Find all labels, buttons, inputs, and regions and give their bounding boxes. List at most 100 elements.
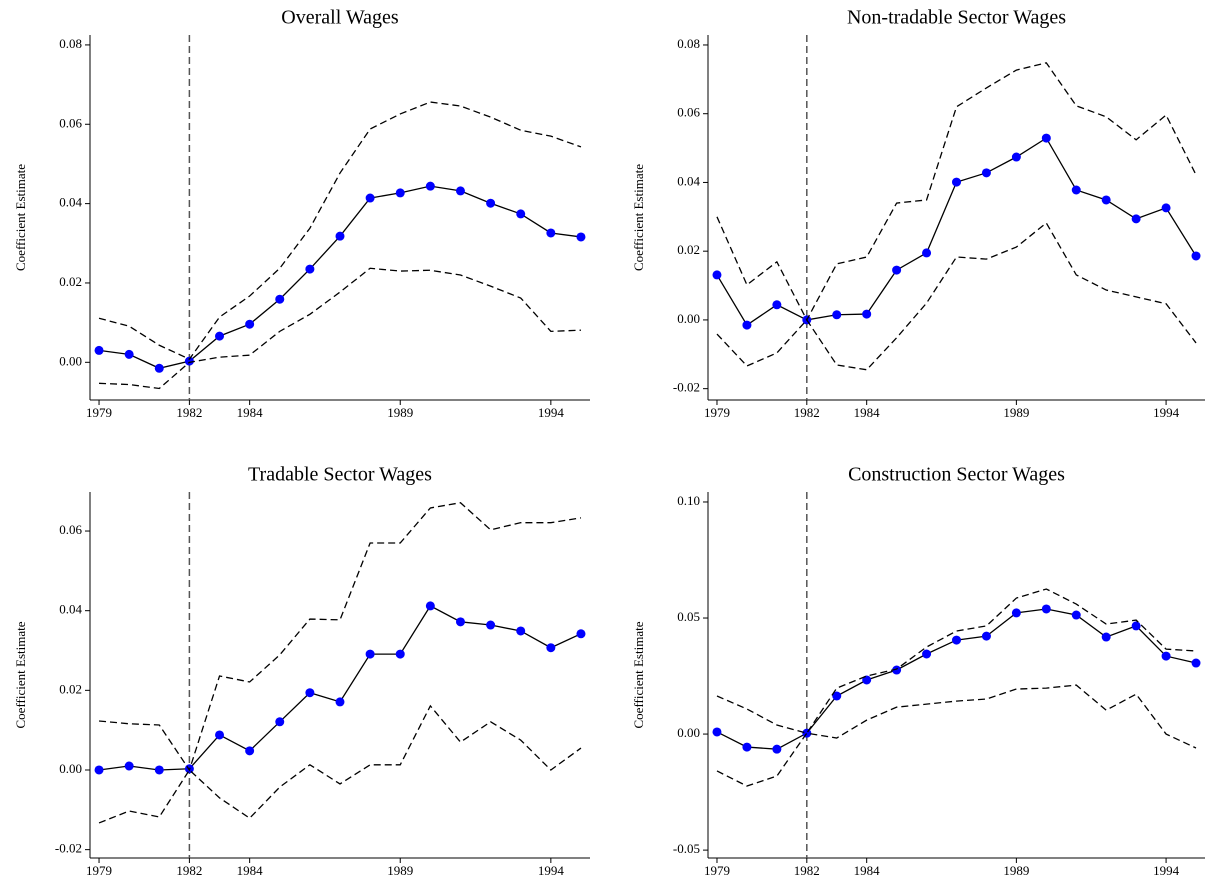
estimate-point: [576, 629, 586, 639]
y-tick-label: 0.08: [677, 36, 700, 51]
x-tick-label: 1982: [794, 405, 820, 420]
ci-line: [98, 704, 582, 824]
estimate-line: [716, 137, 1197, 326]
estimate-point: [922, 649, 932, 659]
y-tick-label: 0.06: [59, 522, 82, 537]
y-tick-label: 0.02: [59, 681, 82, 696]
estimate-point: [1191, 658, 1201, 668]
y-tick-label: 0.06: [677, 105, 700, 120]
estimate-point: [365, 193, 375, 203]
x-tick-label: 1982: [794, 863, 820, 878]
estimate-point: [124, 761, 134, 771]
ci-line: [98, 502, 582, 772]
x-tick-label: 1979: [86, 405, 112, 420]
y-axis-label: Coefficient Estimate: [13, 164, 28, 271]
estimate-point: [154, 363, 164, 373]
x-tick-label: 1979: [704, 405, 730, 420]
y-tick-label: -0.05: [673, 841, 700, 856]
estimate-point: [1071, 610, 1081, 620]
estimate-point: [1011, 152, 1021, 162]
estimate-point: [1011, 608, 1021, 618]
estimate-point: [772, 744, 782, 754]
estimate-point: [275, 717, 285, 727]
estimate-point: [981, 631, 991, 641]
y-tick-label: 0.05: [677, 609, 700, 624]
chart-title: Tradable Sector Wages: [248, 464, 432, 486]
x-tick-label: 1982: [176, 863, 202, 878]
x-tick-label: 1989: [1003, 863, 1029, 878]
x-tick-label: 1989: [1003, 405, 1029, 420]
x-tick-label: 1984: [854, 863, 881, 878]
ci-line: [716, 222, 1197, 371]
y-axis-label: Coefficient Estimate: [631, 621, 646, 728]
estimate-point: [1041, 604, 1051, 614]
x-tick-label: 1984: [237, 405, 264, 420]
x-tick-label: 1994: [538, 863, 565, 878]
estimate-point: [154, 765, 164, 775]
y-tick-label: 0.00: [59, 353, 82, 368]
estimate-line: [98, 605, 582, 771]
estimate-point: [1161, 203, 1171, 213]
estimate-point: [1191, 251, 1201, 261]
estimate-point: [546, 643, 556, 653]
estimate-point: [802, 728, 812, 738]
estimate-point: [365, 649, 375, 659]
estimate-point: [892, 265, 902, 275]
estimate-point: [305, 688, 315, 698]
estimate-point: [546, 228, 556, 238]
estimate-point: [742, 742, 752, 752]
estimate-point: [215, 331, 225, 341]
x-tick-label: 1989: [387, 405, 413, 420]
y-tick-label: 0.00: [59, 761, 82, 776]
y-tick-label: 0.06: [59, 115, 82, 130]
estimate-point: [305, 264, 315, 274]
estimate-point: [455, 617, 465, 627]
y-tick-label: 0.04: [59, 195, 82, 210]
x-tick-label: 1994: [1153, 863, 1180, 878]
estimate-point: [516, 209, 526, 219]
estimate-point: [94, 345, 104, 355]
estimate-point: [742, 320, 752, 330]
estimate-point: [1101, 195, 1111, 205]
y-tick-label: 0.10: [677, 493, 700, 508]
estimate-point: [245, 746, 255, 756]
estimate-point: [862, 309, 872, 319]
x-tick-label: 1984: [854, 405, 881, 420]
x-tick-label: 1979: [86, 863, 112, 878]
y-tick-label: 0.04: [59, 602, 82, 617]
estimate-point: [455, 186, 465, 196]
y-axis-label: Coefficient Estimate: [631, 164, 646, 271]
x-tick-label: 1994: [1153, 405, 1180, 420]
x-tick-label: 1982: [176, 405, 202, 420]
estimate-point: [395, 649, 405, 659]
estimate-point: [124, 349, 134, 359]
estimate-point: [712, 270, 722, 280]
estimate-point: [425, 601, 435, 611]
ci-line: [716, 588, 1197, 734]
estimate-point: [1101, 632, 1111, 642]
x-tick-label: 1989: [387, 863, 413, 878]
ci-line: [716, 62, 1197, 322]
estimate-point: [772, 300, 782, 310]
estimate-point: [1071, 185, 1081, 195]
estimate-point: [832, 310, 842, 320]
estimate-point: [94, 765, 104, 775]
estimate-point: [576, 232, 586, 242]
ci-line: [99, 267, 581, 390]
estimate-point: [952, 177, 961, 187]
estimate-line: [98, 185, 582, 369]
chart-title: Overall Wages: [281, 7, 399, 29]
estimate-point: [922, 248, 932, 258]
estimate-point: [215, 730, 225, 740]
y-tick-label: 0.02: [59, 274, 82, 289]
estimate-point: [245, 319, 255, 329]
y-tick-label: 0.02: [677, 242, 700, 257]
estimate-point: [335, 231, 345, 241]
estimate-point: [335, 697, 345, 707]
ci-line: [716, 684, 1197, 787]
y-tick-label: 0.00: [677, 311, 700, 326]
estimate-point: [275, 294, 285, 304]
y-axis-label: Coefficient Estimate: [13, 621, 28, 728]
y-tick-label: -0.02: [673, 380, 700, 395]
